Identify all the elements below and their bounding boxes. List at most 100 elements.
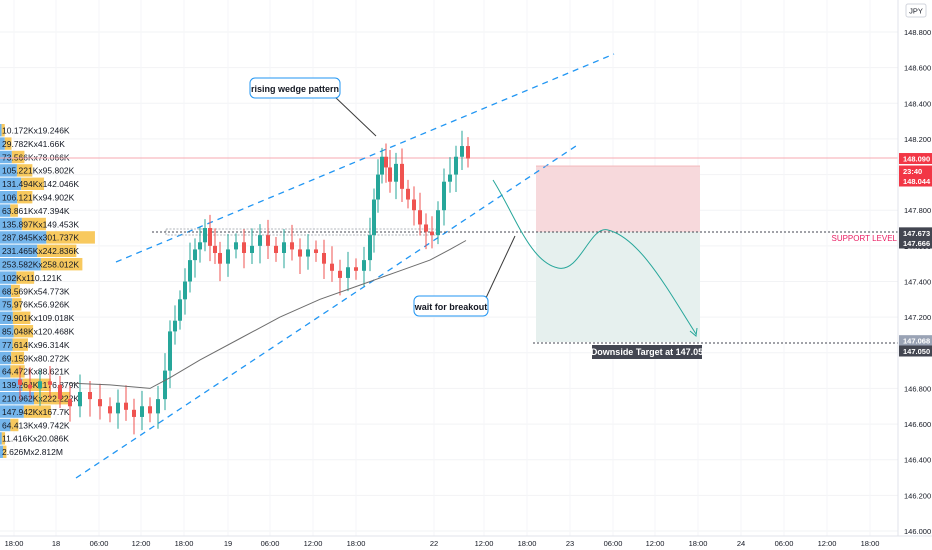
candle-body [448, 174, 452, 182]
profile-buy-bar [0, 164, 17, 177]
price-axis-tag [899, 175, 932, 187]
profile-buy-bar [0, 284, 12, 298]
profile-buy-bar [0, 124, 2, 137]
profile-buy-bar [0, 231, 47, 244]
time-tick-label: 18:00 [175, 539, 194, 548]
profile-row-label: 2.626Mx2.812M [2, 447, 63, 457]
profile-row-label: 29.782Kx41.66K [2, 139, 65, 149]
profile-sell-bar [12, 298, 22, 311]
position-zones [536, 166, 700, 342]
time-tick-label: 06:00 [775, 539, 794, 548]
price-tick-label: 146.200 [904, 491, 931, 500]
candle-body [48, 381, 52, 385]
candle-body [454, 156, 458, 175]
profile-sell-bar [10, 365, 25, 378]
candle-body [388, 167, 392, 182]
breakout-callout-box [413, 295, 489, 317]
profile-buy-bar [0, 338, 13, 351]
profile-buy-bar [0, 217, 22, 231]
profile-sell-bar [17, 191, 33, 204]
time-tick-label: 06:00 [261, 539, 280, 548]
profile-buy-bar [0, 445, 4, 458]
candle-body [98, 399, 102, 407]
time-tick-label: 12:00 [475, 539, 494, 548]
candle-body [38, 381, 42, 389]
candlestick-series [18, 130, 470, 435]
candle-body [442, 181, 446, 211]
candle-body [330, 263, 334, 271]
profile-row-label: 79.901Kx109.018K [2, 313, 75, 323]
profile-buy-bar [0, 150, 12, 164]
candle-body [258, 235, 262, 246]
price-axis-tag [899, 153, 932, 165]
profile-row-label: 131.494Kx142.046K [2, 179, 79, 189]
profile-sell-bar [1, 124, 5, 137]
profile-row-label: 77.614Kx96.314K [2, 340, 70, 350]
wedge-upper-line [115, 53, 615, 263]
profile-sell-bar [37, 244, 77, 257]
candle-body [430, 231, 434, 236]
candle-body [18, 379, 22, 385]
candle-body [108, 406, 112, 414]
projected-path-arrowhead [689, 327, 698, 337]
callouts: rising wedge pattern wait for breakout S… [249, 77, 898, 359]
price-axis-tag [899, 165, 932, 177]
candle-body [376, 174, 380, 200]
candle-body [188, 260, 192, 282]
time-tick-label: 18:00 [861, 539, 880, 548]
profile-buy-bar [0, 137, 5, 150]
currency-badge[interactable]: JPY [905, 3, 927, 18]
candle-body [282, 242, 286, 253]
candle-body [242, 242, 246, 253]
profile-buy-bar [0, 365, 11, 378]
price-tick-label: 146.400 [904, 456, 931, 465]
profile-sell-bar [1, 432, 6, 445]
time-tick-label: 18:00 [5, 539, 24, 548]
price-axis-tag-label: 147.050 [903, 347, 930, 356]
profile-buy-bar [0, 325, 14, 338]
candle-body [140, 406, 144, 417]
candle-body [466, 146, 470, 159]
price-tick-label: 147.800 [904, 206, 931, 215]
target-label-box [592, 345, 702, 359]
candle-body [28, 384, 32, 389]
candle-body [148, 406, 152, 414]
candle-body [234, 242, 238, 250]
candle-body [380, 156, 384, 175]
profile-buy-bar [0, 392, 34, 405]
profile-buy-bar [0, 191, 18, 204]
price-axis-tag [899, 345, 932, 357]
price-axis-tag-label: 148.044 [903, 177, 931, 186]
wedge-callout-label: rising wedge pattern [251, 84, 339, 94]
candle-body [384, 156, 388, 168]
time-tick-label: 06:00 [604, 539, 623, 548]
candle-body [156, 399, 160, 414]
candle-body [178, 299, 182, 321]
profile-sell-bar [11, 284, 20, 298]
candle-body [290, 242, 294, 250]
candle-body [198, 242, 202, 250]
profile-row-label: 73.566Kx78.066K [2, 152, 70, 162]
candle-body [132, 409, 136, 417]
profile-sell-bar [10, 204, 18, 217]
candle-body [168, 331, 172, 371]
price-axis-tag [899, 227, 932, 239]
profile-buy-bar [0, 405, 24, 418]
profile-row-label: 11.416Kx20.086K [2, 434, 69, 444]
profile-row-label: 102Kx110.121K [2, 273, 62, 283]
projection-path [492, 179, 698, 337]
price-axis-tag [899, 335, 932, 347]
candle-body [266, 235, 270, 246]
profile-sell-bar [21, 177, 45, 190]
price-tick-label: 146.800 [904, 384, 931, 393]
price-axis[interactable]: 148.800148.600148.400148.200148.000147.8… [897, 0, 931, 536]
profile-buy-bar [0, 271, 17, 284]
time-axis[interactable]: 18:00 18 06:00 12:00 18:00 19 06:00 12:00 18:00 2… [0, 535, 932, 548]
candle-body [218, 252, 222, 264]
profile-buy-bar [0, 258, 41, 271]
candle-body [124, 402, 128, 410]
price-tick-label: 146.000 [904, 527, 931, 536]
profile-buy-bar [0, 311, 13, 324]
